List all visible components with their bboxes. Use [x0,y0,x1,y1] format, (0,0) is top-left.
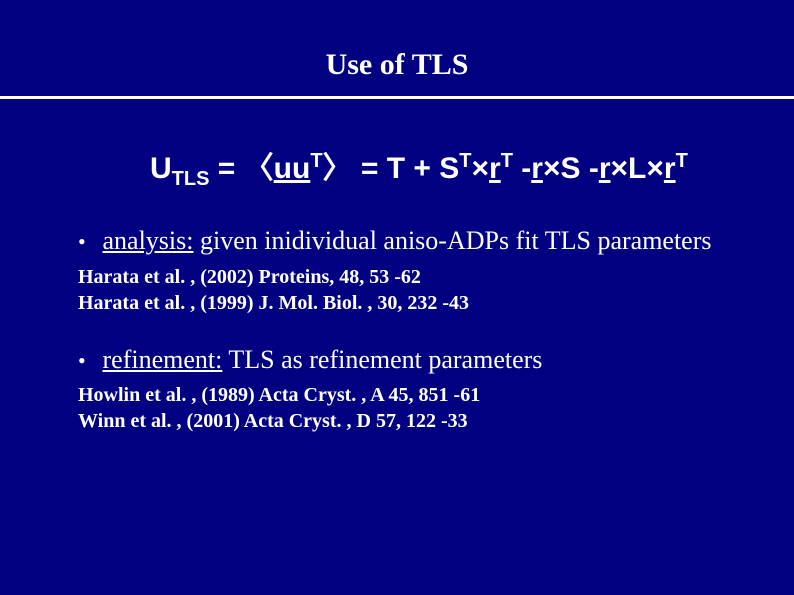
ref-line: Harata et al. , (1999) J. Mol. Biol. , 3… [78,290,754,316]
eq-eq1: = [209,152,243,185]
eq-rangle: 〉 [323,152,353,185]
eq-L: L [628,152,646,185]
bullet-keyword: analysis: [103,226,194,255]
eq-sp1: - [513,152,531,185]
refs-analysis: Harata et al. , (2002) Proteins, 48, 53 … [78,264,754,316]
eq-r2: r [531,152,543,185]
eq-r1-sup: T [501,150,513,172]
eq-cross4: × [646,152,664,185]
eq-cross2: × [543,152,561,185]
ref-line: Winn et al. , (2001) Acta Cryst. , D 57,… [78,408,754,434]
eq-uu-sup: T [310,150,322,172]
eq-t1-sup: T [459,150,471,172]
slide: Use of TLS UTLS = 〈uuT〉 = T + ST×rT -r×S… [0,0,794,595]
eq-cross3: × [611,152,629,185]
bullet-refinement: • refinement: TLS as refinement paramete… [78,344,754,377]
bullet-rest: TLS as refinement parameters [222,345,542,374]
eq-cross1: × [471,152,489,185]
eq-r3: r [599,152,611,185]
eq-uu: uu [274,152,311,185]
bullet-dot-icon: • [78,347,96,375]
eq-t1: T + S [387,152,460,185]
bullet-rest: given inidividual aniso-ADPs fit TLS par… [194,226,712,255]
eq-eq2: = [353,152,387,185]
ref-line: Howlin et al. , (1989) Acta Cryst. , A 4… [78,382,754,408]
ref-line: Harata et al. , (2002) Proteins, 48, 53 … [78,264,754,290]
eq-r4: r [664,152,676,185]
eq-s2: S - [560,152,598,185]
refs-refinement: Howlin et al. , (1989) Acta Cryst. , A 4… [78,382,754,434]
equation: UTLS = 〈uuT〉 = T + ST×rT -r×S -r×L×rT [150,143,794,191]
eq-lhs-base: U [150,152,172,185]
eq-r1: r [489,152,501,185]
eq-r4-sup: T [676,150,688,172]
bullet-dot-icon: • [78,228,96,256]
bullet-analysis: • analysis: given inidividual aniso-ADPs… [78,225,754,258]
slide-title: Use of TLS [0,0,794,96]
content: • analysis: given inidividual aniso-ADPs… [78,225,754,434]
eq-langle: 〈 [244,152,274,185]
eq-lhs-sub: TLS [172,168,210,190]
bullet-keyword: refinement: [103,345,223,374]
title-rule [0,96,794,99]
